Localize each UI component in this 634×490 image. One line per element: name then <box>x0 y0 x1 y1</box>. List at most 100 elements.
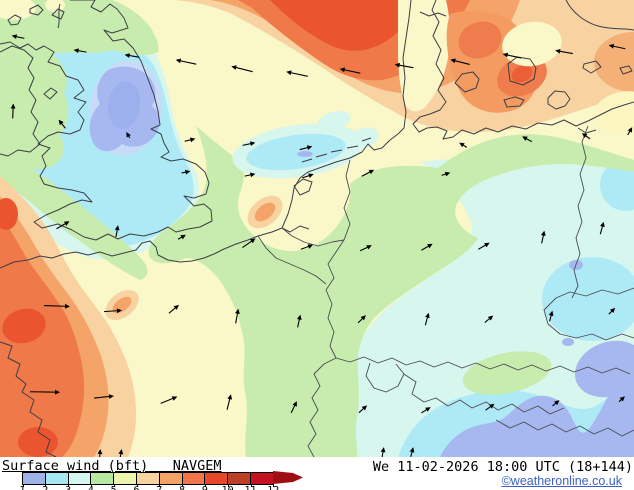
colorbar-tick <box>182 484 184 487</box>
country-border <box>543 297 634 341</box>
coastline <box>577 127 597 134</box>
region-atl-red2 <box>18 427 58 457</box>
wind-arrow <box>608 43 626 50</box>
wind-arrow <box>126 131 131 139</box>
coastline <box>582 60 602 74</box>
coastline <box>0 0 213 241</box>
wind-arrow <box>168 304 179 314</box>
region-denmark-core <box>511 65 533 83</box>
colorbar-cell-11 <box>250 473 273 484</box>
region-alps-periwinkle <box>440 366 634 457</box>
colorbar-tick-label: 7 <box>156 485 162 490</box>
wind-arrow <box>160 396 178 404</box>
coastline <box>412 0 539 140</box>
colorbar-tick-label: 1 <box>19 485 25 490</box>
wind-arrow <box>502 52 522 59</box>
wind-arrow <box>522 136 533 143</box>
colorbar-tick-label: 8 <box>179 485 185 490</box>
wind-arrow <box>11 34 25 40</box>
colorbar-tick-label: 9 <box>202 485 208 490</box>
region-kattegat-cream <box>502 21 562 67</box>
wind-arrow <box>181 169 191 175</box>
wind-arrow <box>10 103 16 119</box>
coastline <box>281 127 405 229</box>
colorbar-tick-label: 10 <box>222 485 234 490</box>
coastline <box>503 96 525 108</box>
region-scotland-cream2 <box>45 0 65 12</box>
region-periwinkle-speck2 <box>562 338 574 346</box>
wind-arrow <box>73 48 87 54</box>
region-denmark-spot1 <box>458 21 502 59</box>
wind-arrow <box>235 308 240 324</box>
wind-arrow <box>300 244 314 250</box>
wind-arrow <box>358 405 368 414</box>
legend-footer: Surface wind (bft) NAVGEM 12345678910111… <box>0 457 634 490</box>
wind-arrow <box>242 238 256 249</box>
wind-arrow <box>302 173 314 179</box>
wind-arrow <box>485 403 495 411</box>
region-nsoval-cyan <box>246 133 346 171</box>
region-ireland-green <box>0 46 69 170</box>
wind-arrow <box>552 400 560 407</box>
wind-arrow <box>361 169 375 177</box>
colorbar-tick <box>227 484 229 487</box>
wind-arrow <box>540 230 546 244</box>
wind-arrow <box>231 65 253 73</box>
wind-arrow <box>599 221 605 235</box>
country-border <box>307 357 337 457</box>
legend-title: Surface wind (bft) NAVGEM <box>2 458 221 474</box>
wind-arrow <box>555 48 573 55</box>
wind-arrow <box>421 407 431 414</box>
region-jutland-cream-wedge <box>398 0 451 112</box>
wind-arrow <box>357 315 366 324</box>
wind-arrow <box>290 401 297 414</box>
colorbar-tick-label: 3 <box>65 485 71 490</box>
wind-arrow <box>244 172 256 178</box>
wind-colorbar <box>22 472 274 485</box>
region-scotland-cream1 <box>0 0 36 20</box>
colorbar-cell-1 <box>23 473 46 484</box>
colorbar-cell-10 <box>228 473 251 484</box>
coastline <box>57 3 61 29</box>
wind-arrow <box>359 245 372 252</box>
wind-arrow <box>299 145 313 151</box>
wind-arrow <box>118 449 124 457</box>
colorbar-tick <box>204 484 206 487</box>
wind-arrow <box>484 315 494 323</box>
colorbar-arrow-tip <box>273 471 303 484</box>
copyright-link[interactable]: ©weatheronline.co.uk <box>501 474 622 488</box>
country-border <box>325 239 345 359</box>
wind-arrow <box>608 307 616 315</box>
colorbar-cell-6 <box>136 473 160 484</box>
region-secorner-cream <box>592 91 634 133</box>
wind-arrow <box>286 70 308 77</box>
colorbar-tick-label: 6 <box>133 485 139 490</box>
wind-arrow <box>441 171 451 177</box>
wind-arrow <box>93 394 114 399</box>
parameter-label: Surface wind (bft) <box>2 458 149 474</box>
colorbar-tick-label: 5 <box>111 485 117 490</box>
wind-arrow <box>58 119 66 129</box>
colorbar-tick <box>90 484 92 487</box>
colorbar-cell-9 <box>205 473 229 484</box>
coastline <box>402 0 412 129</box>
colorbar-cell-3 <box>68 473 92 484</box>
model-name: NAVGEM <box>172 458 222 474</box>
colorbar-tick <box>159 484 161 487</box>
coastline <box>7 14 22 26</box>
wind-arrow <box>548 310 554 322</box>
timestamp: We 11-02-2026 18:00 UTC (18+144) <box>372 459 633 475</box>
colorbar-cell-7 <box>159 473 183 484</box>
coastline <box>0 341 57 457</box>
colorbar-tick <box>273 484 275 487</box>
region-baltic-orange <box>594 32 634 92</box>
country-border <box>257 235 327 285</box>
colorbar-tick <box>68 484 70 487</box>
wind-arrow <box>618 396 625 403</box>
region-se-green-island <box>462 351 552 395</box>
colorbar-tick-label: 12 <box>267 485 279 490</box>
coastline <box>619 65 633 75</box>
colorbar-tick-label: 4 <box>88 485 94 490</box>
colorbar-cell-8 <box>182 473 206 484</box>
wind-arrow <box>56 221 70 230</box>
